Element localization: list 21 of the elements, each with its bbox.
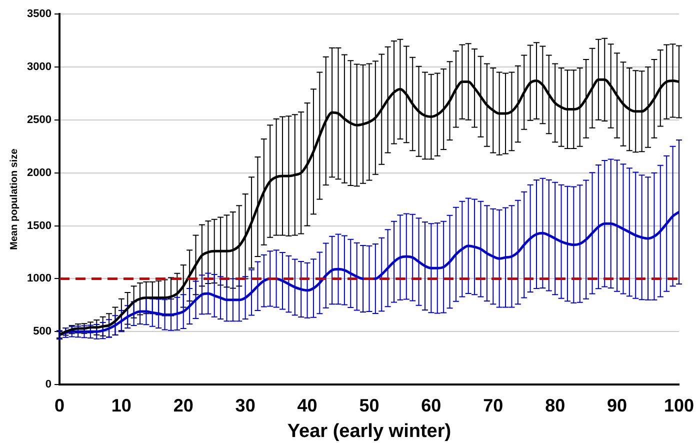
x-tick-label: 70 [483, 395, 504, 416]
y-tick-label: 2500 [26, 114, 52, 126]
y-axis-title: Mean population size [8, 148, 20, 250]
x-tick-label: 10 [111, 395, 132, 416]
x-tick-label: 50 [359, 395, 380, 416]
y-tick-label: 2000 [26, 166, 52, 179]
y-tick-label: 0 [45, 378, 52, 391]
x-tick-label: 20 [173, 395, 194, 416]
y-tick-label: 1500 [26, 220, 52, 232]
x-tick-label: 90 [607, 395, 628, 416]
y-tick-label: 3500 [26, 8, 52, 20]
y-tick-label: 3000 [26, 60, 52, 73]
x-tick-label: 80 [545, 395, 566, 416]
x-tick-label: 30 [235, 395, 256, 416]
x-axis-title: Year (early winter) [287, 420, 452, 442]
x-tick-label: 40 [297, 395, 318, 416]
y-tick-label: 500 [33, 326, 52, 338]
x-tick-label: 0 [54, 395, 64, 416]
x-tick-label: 100 [664, 395, 694, 416]
x-tick-label: 60 [421, 395, 442, 416]
y-tick-label: 1000 [26, 272, 52, 285]
